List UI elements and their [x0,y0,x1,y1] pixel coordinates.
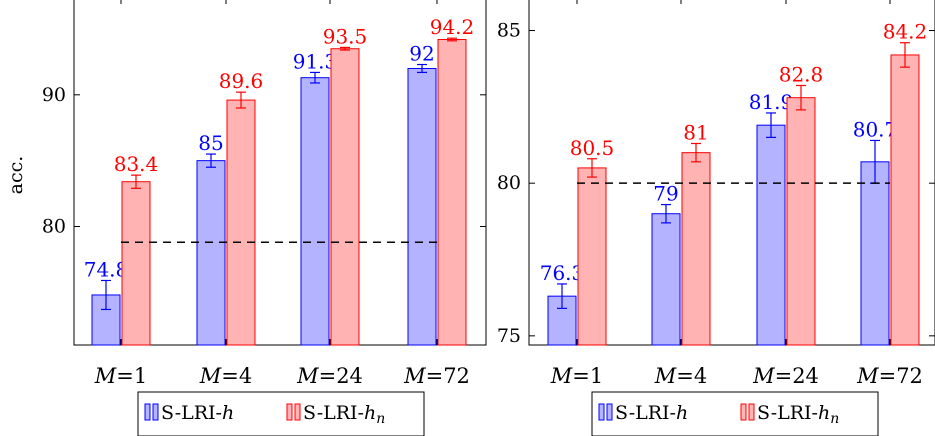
data-label: 81 [683,120,708,144]
bar [786,97,816,346]
legend: S-LRI-h S-LRI-hn [591,391,879,436]
x-tick-label-eq: =24 [319,364,363,388]
bar [651,213,681,346]
x-tick-label-var: M [856,364,879,388]
legend-label-var: h [222,402,234,424]
legend-label-sub: n [376,411,385,427]
bar [196,160,226,346]
x-tick-label-eq: =1 [116,364,147,388]
x-tick-label: M=24 [752,364,819,388]
data-label: 94.2 [430,15,475,39]
x-tick-label: M=1 [94,364,147,388]
data-label: 79 [653,182,678,206]
legend-label: S-LRI-hn [303,402,385,427]
legend: S-LRI-h S-LRI-hn [137,391,425,436]
bar [756,124,786,346]
bar [437,39,467,346]
x-tick-label-eq: =1 [572,364,603,388]
data-label: 82.8 [779,62,824,86]
y-tick-label: 80 [497,172,521,194]
y-axis-label: acc. [5,156,27,195]
bar [300,77,330,346]
bar [407,67,437,346]
legend-swatch [598,403,605,421]
x-tick-label: M=4 [199,364,252,388]
bar [330,48,360,346]
legend-label-base: S-LRI- [303,402,364,424]
data-label: 91.3 [293,49,338,73]
data-label: 80.5 [570,136,615,160]
x-tick-label-var: M [94,364,117,388]
x-tick-label: M=1 [550,364,603,388]
legend-label-var: h [364,402,376,424]
data-label: 80.7 [853,117,898,141]
legend-label-base: S-LRI- [161,402,222,424]
bar [226,99,256,346]
legend-swatch [294,403,301,421]
legend-label-base: S-LRI- [615,402,676,424]
x-tick-label-var: M [403,364,426,388]
x-tick-label-eq: =4 [221,364,252,388]
x-tick-label: M=4 [654,364,707,388]
y-tick-label: 90 [42,84,66,106]
x-tick-label-eq: =4 [676,364,707,388]
x-tick-label: M=72 [856,364,923,388]
data-label: 85 [198,131,223,155]
legend-label: S-LRI-h [615,402,688,424]
legend-label: S-LRI-hn [757,402,839,427]
legend-swatch [740,403,747,421]
legend-label-var: h [818,402,830,424]
legend-swatch [144,403,151,421]
x-tick-label: M=24 [296,364,363,388]
legend-label: S-LRI-h [161,402,234,424]
legend-label-var: h [676,402,688,424]
bar [681,152,711,346]
x-tick-label-var: M [654,364,677,388]
x-tick-label-var: M [752,364,775,388]
legend-swatch [152,403,159,421]
legend-label-sub: n [830,411,839,427]
x-tick-label-var: M [550,364,573,388]
legend-swatch [286,403,293,421]
y-tick-label: 80 [42,215,66,237]
x-tick-label-eq: =72 [879,364,923,388]
x-tick-label: M=72 [403,364,470,388]
plot-frame [73,0,487,346]
data-label: 83.4 [114,152,159,176]
x-tick-label-var: M [199,364,222,388]
data-label: 84.2 [883,20,928,44]
bar [121,181,151,346]
x-tick-label-eq: =72 [426,364,470,388]
legend-swatch [606,403,613,421]
data-label: 89.6 [219,69,264,93]
x-tick-label-var: M [296,364,319,388]
data-label: 76.3 [540,261,585,285]
bar [577,167,607,346]
data-label: 74.8 [84,257,129,281]
y-tick-label: 75 [497,325,521,347]
legend-label-base: S-LRI- [757,402,818,424]
data-label: 92 [409,42,434,66]
legend-swatch [748,403,755,421]
legend-box [137,391,425,436]
plot-frame [528,0,935,346]
x-tick-label-eq: =24 [775,364,819,388]
y-tick-label: 85 [497,20,521,42]
data-label: 93.5 [323,24,368,48]
bar [890,54,920,346]
bar [860,161,890,346]
legend-box [591,391,879,436]
data-label: 81.9 [749,90,794,114]
